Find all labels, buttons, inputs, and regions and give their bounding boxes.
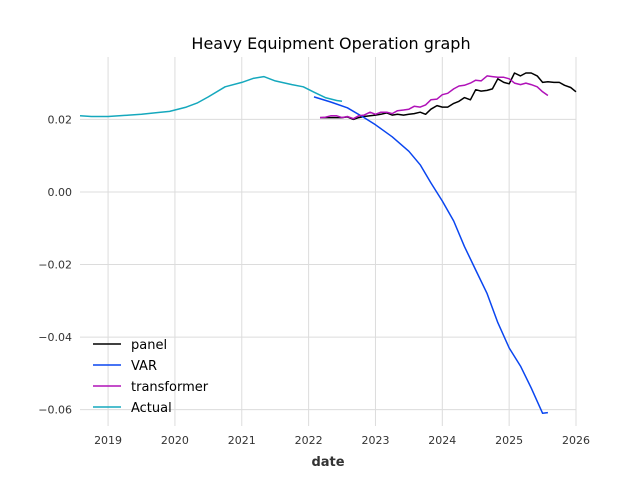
- series-lines: [79, 72, 577, 415]
- x-axis-label: date: [311, 455, 344, 470]
- x-tick-label: 2021: [228, 434, 256, 447]
- x-tick-label: 2022: [295, 434, 323, 447]
- legend-label-actual: Actual: [131, 401, 172, 416]
- series-line-transformer: [319, 75, 549, 120]
- x-tick-label: 2025: [495, 434, 523, 447]
- series-line-actual: [79, 75, 343, 118]
- series-line-panel: [320, 72, 577, 121]
- y-tick-label: −0.04: [38, 331, 72, 344]
- legend-label-var: VAR: [131, 359, 157, 374]
- y-tick-label: −0.06: [38, 404, 72, 417]
- y-tick-label: −0.02: [38, 259, 72, 272]
- series-line-var: [313, 96, 548, 415]
- chart-title: Heavy Equipment Operation graph: [191, 34, 470, 53]
- x-tick-label: 2023: [361, 434, 389, 447]
- x-tick-label: 2024: [428, 434, 456, 447]
- legend-label-transformer: transformer: [131, 380, 209, 395]
- x-tick-label: 2020: [161, 434, 189, 447]
- y-tick-label: 0.02: [48, 113, 73, 126]
- y-axis-ticks: 0.02 0.00 −0.02 −0.04 −0.06: [38, 113, 72, 416]
- x-tick-label: 2019: [94, 434, 122, 447]
- y-tick-label: 0.00: [48, 186, 73, 199]
- x-axis-ticks: 2019 2020 2021 2022 2023 2024 2025 2026: [94, 434, 590, 447]
- x-tick-label: 2026: [562, 434, 590, 447]
- legend: panel VAR transformer Actual: [93, 338, 209, 416]
- legend-label-panel: panel: [131, 338, 167, 353]
- grid: [80, 57, 577, 426]
